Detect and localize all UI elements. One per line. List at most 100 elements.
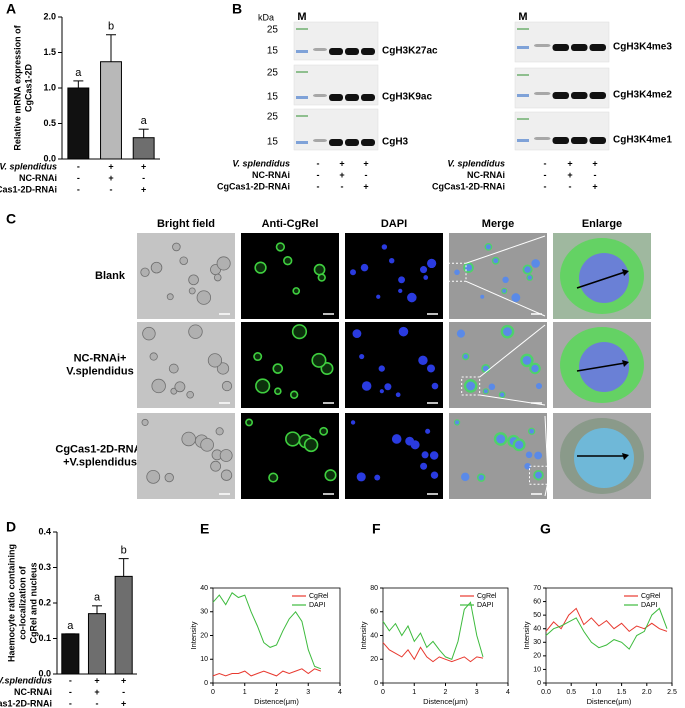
nucleus bbox=[430, 471, 439, 479]
nucleus bbox=[478, 474, 485, 481]
nucleus bbox=[534, 451, 543, 460]
condition-mark: + bbox=[121, 698, 126, 708]
significance-letter: a bbox=[141, 115, 148, 127]
nucleus bbox=[535, 382, 543, 390]
enlarged-nucleus bbox=[579, 253, 629, 303]
protein-band bbox=[313, 139, 327, 142]
y-tick-label: 0 bbox=[374, 680, 378, 687]
micrograph bbox=[449, 413, 547, 499]
y-tick-label: 40 bbox=[200, 585, 208, 592]
cell bbox=[289, 390, 299, 399]
zoom-box bbox=[529, 465, 549, 485]
x-tick-label: 0.5 bbox=[566, 689, 576, 696]
line-series bbox=[212, 592, 322, 670]
nucleus bbox=[531, 364, 539, 373]
panel-label: E bbox=[200, 521, 209, 537]
cell bbox=[285, 431, 301, 447]
protein-band bbox=[345, 94, 359, 101]
condition-label: V. splendidus bbox=[0, 161, 57, 171]
nucleus bbox=[425, 428, 431, 434]
marker-label: M bbox=[297, 11, 306, 23]
protein-band bbox=[552, 137, 569, 144]
condition-mark: + bbox=[94, 675, 99, 685]
nucleus bbox=[480, 294, 485, 299]
condition-mark: - bbox=[110, 184, 113, 194]
nucleus bbox=[496, 434, 506, 444]
cell bbox=[172, 242, 181, 252]
y-tick-label: 1.0 bbox=[43, 82, 56, 92]
condition-mark: + bbox=[363, 181, 368, 191]
protein-band bbox=[589, 92, 606, 99]
nucleus bbox=[482, 365, 489, 372]
y-tick-label: 40 bbox=[533, 626, 541, 633]
ladder-band bbox=[296, 141, 308, 144]
cell bbox=[292, 287, 301, 295]
x-tick-label: 0.0 bbox=[541, 689, 551, 696]
arrow-head bbox=[622, 360, 629, 367]
nucleus bbox=[431, 382, 439, 390]
protein-band bbox=[571, 44, 588, 51]
blot-unit: kDa bbox=[258, 12, 274, 22]
protein-band bbox=[534, 137, 551, 140]
cell bbox=[216, 362, 230, 375]
condition-label: V. splendidus bbox=[447, 158, 505, 168]
nucleus bbox=[426, 364, 435, 373]
condition-label: CgCas1-2D-RNAi bbox=[217, 181, 290, 191]
y-tick-label: 20 bbox=[533, 653, 541, 660]
micrograph bbox=[241, 413, 339, 499]
size-label: 25 bbox=[267, 112, 279, 123]
y-tick-label: 1.5 bbox=[43, 47, 56, 57]
cell bbox=[216, 256, 231, 271]
cell bbox=[188, 324, 203, 339]
cell bbox=[245, 418, 254, 427]
condition-mark: + bbox=[567, 158, 572, 168]
y-tick-label: 0.1 bbox=[38, 633, 51, 643]
condition-mark: - bbox=[544, 170, 547, 180]
nucleus bbox=[511, 293, 521, 302]
nucleus bbox=[522, 356, 532, 365]
nucleus bbox=[535, 471, 542, 479]
nucleus bbox=[488, 383, 496, 391]
condition-label: NC-RNAi bbox=[252, 170, 290, 180]
zoom-line bbox=[479, 324, 546, 378]
condition-mark: - bbox=[365, 170, 368, 180]
nucleus bbox=[461, 472, 470, 482]
condition-mark: + bbox=[592, 158, 597, 168]
condition-mark: - bbox=[122, 687, 125, 697]
cell bbox=[196, 290, 212, 305]
cell bbox=[303, 437, 319, 453]
nucleus bbox=[384, 383, 392, 391]
nucleus bbox=[527, 275, 532, 280]
protein-band bbox=[345, 139, 359, 146]
y-tick-label: 50 bbox=[533, 612, 541, 619]
cell bbox=[146, 469, 161, 484]
nucleus bbox=[423, 275, 429, 280]
zoom-line bbox=[465, 235, 546, 264]
line-series bbox=[382, 642, 484, 663]
y-tick-label: 2.0 bbox=[43, 11, 56, 21]
x-tick-label: 0 bbox=[211, 689, 215, 696]
y-tick-label: 0.4 bbox=[38, 526, 51, 536]
nucleus bbox=[429, 451, 439, 460]
cell bbox=[255, 378, 271, 394]
legend-label: CgRel bbox=[477, 593, 497, 600]
y-tick-label: 0 bbox=[204, 680, 208, 687]
y-tick-label: 40 bbox=[370, 632, 378, 639]
arrow-head bbox=[622, 269, 629, 276]
y-axis-label: Intensity bbox=[189, 621, 198, 649]
y-axis-label: Intensity bbox=[522, 621, 531, 649]
cell bbox=[164, 472, 174, 483]
legend-label: DAPI bbox=[641, 602, 657, 609]
zoom-line bbox=[544, 484, 549, 497]
cell bbox=[324, 469, 337, 482]
nucleus bbox=[525, 451, 533, 459]
x-tick-label: 1 bbox=[243, 689, 247, 696]
nucleus bbox=[420, 462, 428, 470]
cell bbox=[188, 274, 199, 286]
nucleus bbox=[485, 244, 491, 250]
x-tick-label: 2.5 bbox=[667, 689, 677, 696]
condition-mark: + bbox=[363, 158, 368, 168]
x-tick-label: 4 bbox=[338, 689, 342, 696]
legend-label: DAPI bbox=[309, 602, 325, 609]
cell bbox=[215, 427, 224, 436]
